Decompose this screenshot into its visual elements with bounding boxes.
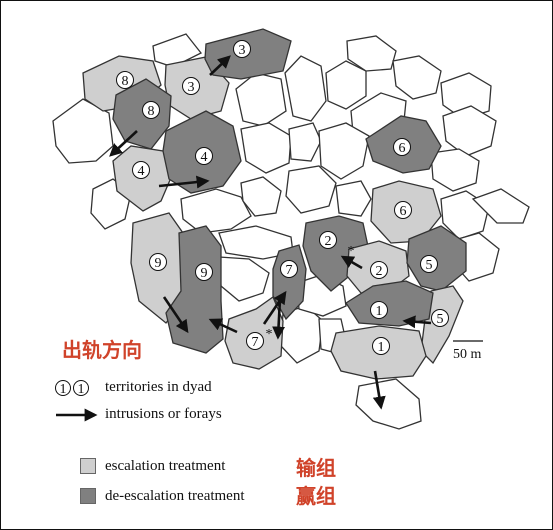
neutral-territory: [325, 60, 367, 110]
label-7-escalation: 7: [246, 332, 264, 350]
label-text: 6: [400, 204, 407, 219]
neutral-territory: [235, 72, 287, 127]
legend-escalation-label: escalation treatment: [105, 458, 226, 474]
label-5-escalation: 5: [431, 309, 449, 327]
label-4-escalation: 4: [132, 161, 150, 179]
territory-5-de-escalation: [406, 225, 467, 292]
intrusion-arrow: [402, 315, 432, 329]
neutral-territory: [430, 148, 480, 192]
intrusion-arrow: [158, 175, 210, 189]
label-text: 3: [188, 80, 195, 95]
label-2-de-escalation: 2: [319, 231, 337, 249]
neutral-territory: [392, 55, 442, 100]
neutral-territory: [285, 165, 337, 214]
intrusion-arrow: [340, 255, 363, 270]
label-text: 5: [437, 312, 444, 327]
neutral-territory: [152, 33, 203, 68]
label-5-de-escalation: 5: [420, 255, 438, 273]
territory-8-de-escalation: [112, 78, 172, 150]
intrusion-arrow: [208, 318, 238, 334]
legend-dyad-label: territories in dyad: [105, 379, 212, 395]
legend-deescalation-swatch: [80, 488, 96, 504]
neutral-territory: [288, 122, 322, 162]
legend-escalation-swatch: [80, 458, 96, 474]
scale-label: 50 m: [453, 347, 482, 362]
label-text: 2: [376, 264, 383, 279]
label-8-escalation: 8: [116, 71, 134, 89]
label-text: 3: [239, 43, 246, 58]
label-8-de-escalation: 8: [142, 101, 160, 119]
intrusion-arrows: [109, 55, 432, 410]
label-text: 9: [155, 256, 162, 271]
label-3-de-escalation: 3: [233, 40, 251, 58]
label-text: 6: [399, 141, 406, 156]
label-text: 7: [252, 335, 259, 350]
neutral-territory: [346, 35, 397, 72]
legend-dyad-symbol: 1 1: [55, 380, 89, 397]
label-text: 8: [122, 74, 129, 89]
legend-deescalation-label: de-escalation treatment: [105, 488, 245, 504]
label-6-escalation: 6: [394, 201, 412, 219]
intrusion-arrow: [109, 130, 138, 157]
neutral-territory: [180, 188, 252, 234]
label-text: 1: [378, 340, 385, 355]
label-7-de-escalation: 7: [280, 260, 298, 278]
legend-dyad-a: 1: [60, 382, 67, 397]
asterisk-marker: *: [266, 327, 273, 342]
neutral-territory: [284, 55, 327, 122]
legend-arrow-label: intrusions or forays: [105, 406, 222, 422]
neutral-territory: [442, 105, 497, 157]
intrusion-arrow: [272, 298, 286, 340]
label-9-escalation: 9: [149, 253, 167, 271]
label-1-escalation: 1: [372, 337, 390, 355]
neutral-territory: [471, 188, 530, 224]
label-text: 9: [201, 266, 208, 281]
intrusion-arrow: [209, 55, 231, 76]
legend-deescalation-cn: 赢组: [296, 484, 336, 508]
neutral-territory: [240, 176, 282, 217]
neutral-territory: [318, 122, 370, 180]
label-text: 4: [201, 150, 208, 165]
label-1-de-escalation: 1: [370, 301, 388, 319]
legend-dyad-b: 1: [78, 382, 85, 397]
label-text: 1: [376, 304, 383, 319]
label-4-de-escalation: 4: [195, 147, 213, 165]
neutral-territory: [440, 72, 492, 120]
side-label-cn: 出轨方向: [62, 338, 142, 362]
label-3-escalation: 3: [182, 77, 200, 95]
territory-1-de-escalation: [345, 280, 434, 327]
neutral-territory: [335, 180, 372, 217]
asterisk-marker: *: [348, 244, 355, 259]
label-text: 2: [325, 234, 332, 249]
intrusion-arrow: [162, 296, 189, 334]
legend-escalation-cn: 输组: [296, 456, 336, 480]
label-text: 7: [286, 263, 293, 278]
intrusion-arrow: [372, 370, 386, 410]
label-2-escalation: 2: [370, 261, 388, 279]
label-text: 8: [148, 104, 155, 119]
neutral-territory: [218, 256, 270, 302]
territory-labels: 8 3 3 8 4 4 6 6 9 9 2 2 7 7 5 5 1 1: [116, 40, 449, 355]
neutral-territory: [240, 122, 292, 174]
neutral-territory: [355, 378, 422, 430]
label-text: 4: [138, 164, 145, 179]
label-9-de-escalation: 9: [195, 263, 213, 281]
intrusion-arrow: [262, 290, 287, 325]
label-text: 5: [426, 258, 433, 273]
label-6-de-escalation: 6: [393, 138, 411, 156]
